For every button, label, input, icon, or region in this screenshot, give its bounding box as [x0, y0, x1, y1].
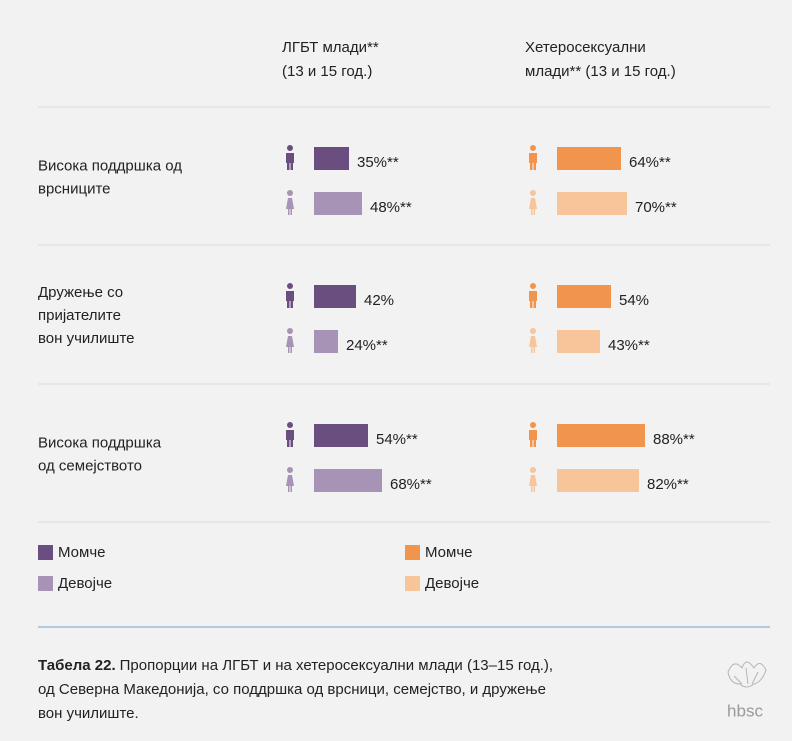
bar — [314, 285, 356, 308]
row-label: Висока поддршка од — [38, 157, 182, 174]
caption-text: вон училиште. — [38, 705, 139, 722]
boy-icon — [529, 283, 537, 308]
boy-icon — [286, 145, 294, 170]
boy-icon — [286, 422, 294, 447]
legend-label: Момче — [425, 544, 472, 561]
row-label: од семејството — [38, 457, 142, 474]
legend-label: Девојче — [425, 575, 479, 592]
row-label: Висока поддршка — [38, 434, 162, 451]
bar — [557, 469, 639, 492]
caption-text: Пропорции на ЛГБТ и на хетеросексуални м… — [120, 657, 553, 674]
legend-label: Девојче — [58, 575, 112, 592]
icon-head — [530, 145, 536, 151]
girl-icon — [286, 190, 294, 215]
icon-head — [530, 422, 536, 428]
girl-icon — [529, 328, 537, 353]
column-header: Хетеросексуални — [525, 39, 646, 56]
icon-head — [530, 328, 536, 334]
bar — [557, 424, 645, 447]
legend-swatch — [38, 576, 53, 591]
caption-text: од Северна Македонија, со поддршка од вр… — [38, 681, 546, 698]
legend-swatch — [405, 576, 420, 591]
value-label: 68%** — [390, 476, 432, 493]
value-label: 54% — [619, 292, 649, 309]
value-label: 88%** — [653, 431, 695, 448]
girl-icon — [286, 467, 294, 492]
bar — [314, 424, 368, 447]
bar — [314, 147, 349, 170]
icon-body — [529, 475, 537, 492]
icon-head — [530, 283, 536, 289]
row-label: пријателите — [38, 307, 121, 324]
icon-body — [286, 336, 294, 353]
bar — [314, 330, 338, 353]
row-label: вон училиште — [38, 330, 135, 347]
icon-head — [287, 467, 293, 473]
column-header: ЛГБТ млади** — [282, 39, 379, 56]
value-label: 70%** — [635, 199, 677, 216]
icon-body — [529, 336, 537, 353]
icon-body — [286, 153, 294, 170]
bar — [314, 192, 362, 215]
icon-body — [529, 153, 537, 170]
bar — [557, 285, 611, 308]
icon-body — [529, 198, 537, 215]
icon-head — [287, 328, 293, 334]
icon-head — [530, 190, 536, 196]
bar — [557, 330, 600, 353]
icon-body — [286, 475, 294, 492]
girl-icon — [529, 190, 537, 215]
boy-icon — [529, 422, 537, 447]
bar — [314, 469, 382, 492]
row-label: врсниците — [38, 180, 111, 197]
value-label: 42% — [364, 292, 394, 309]
column-header: (13 и 15 год.) — [282, 63, 372, 80]
bar — [557, 192, 627, 215]
girl-icon — [529, 467, 537, 492]
value-label: 54%** — [376, 431, 418, 448]
value-label: 35%** — [357, 154, 399, 171]
value-label: 82%** — [647, 476, 689, 493]
icon-body — [529, 291, 537, 308]
column-header: млади** (13 и 15 год.) — [525, 63, 676, 80]
logo-mark — [727, 661, 767, 688]
icon-body — [286, 198, 294, 215]
logo-text: hbsc — [727, 701, 763, 720]
boy-icon — [529, 145, 537, 170]
legend-label: Момче — [58, 544, 105, 561]
icon-head — [287, 422, 293, 428]
icon-body — [286, 430, 294, 447]
girl-icon — [286, 328, 294, 353]
bar — [557, 147, 621, 170]
icon-head — [287, 283, 293, 289]
legend-swatch — [38, 545, 53, 560]
caption-label: Табела 22. — [38, 657, 116, 674]
value-label: 48%** — [370, 199, 412, 216]
value-label: 43%** — [608, 337, 650, 354]
icon-body — [286, 291, 294, 308]
legend-swatch — [405, 545, 420, 560]
value-label: 64%** — [629, 154, 671, 171]
icon-head — [287, 190, 293, 196]
boy-icon — [286, 283, 294, 308]
icon-head — [287, 145, 293, 151]
icon-body — [529, 430, 537, 447]
icon-head — [530, 467, 536, 473]
row-label: Дружење со — [38, 284, 123, 301]
value-label: 24%** — [346, 337, 388, 354]
